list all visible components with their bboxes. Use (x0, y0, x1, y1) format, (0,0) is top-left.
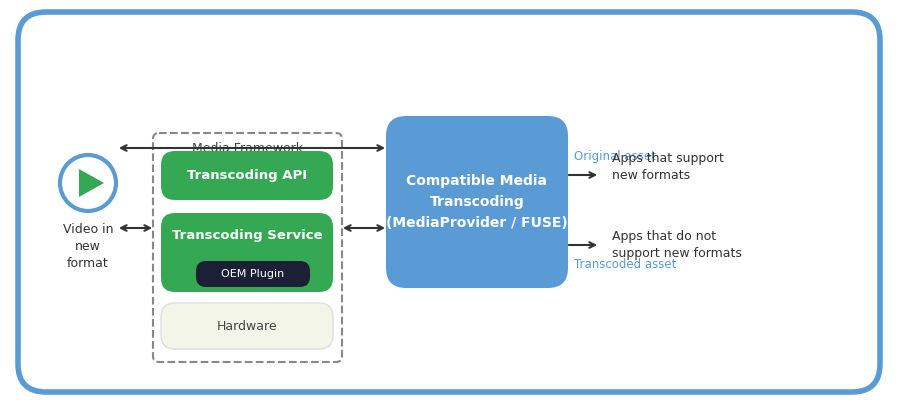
Text: Compatible Media
Transcoding
(MediaProvider / FUSE): Compatible Media Transcoding (MediaProvi… (386, 175, 568, 229)
Text: Media Framework: Media Framework (192, 143, 303, 156)
Circle shape (60, 155, 116, 211)
Text: Transcoding API: Transcoding API (187, 169, 307, 182)
FancyBboxPatch shape (161, 151, 333, 200)
Text: Transcoding Service: Transcoding Service (172, 229, 322, 242)
FancyBboxPatch shape (161, 303, 333, 349)
Polygon shape (79, 169, 104, 197)
Text: OEM Plugin: OEM Plugin (222, 269, 285, 279)
FancyBboxPatch shape (386, 116, 568, 288)
Text: Video in
new
format: Video in new format (63, 223, 113, 270)
Text: Original asset: Original asset (574, 150, 656, 163)
FancyBboxPatch shape (161, 213, 333, 292)
Text: Hardware: Hardware (216, 320, 277, 332)
Text: Transcoded asset: Transcoded asset (574, 258, 676, 271)
FancyBboxPatch shape (196, 261, 310, 287)
FancyBboxPatch shape (18, 12, 880, 392)
Text: Apps that do not
support new formats: Apps that do not support new formats (612, 230, 742, 260)
Text: Apps that support
new formats: Apps that support new formats (612, 152, 724, 182)
